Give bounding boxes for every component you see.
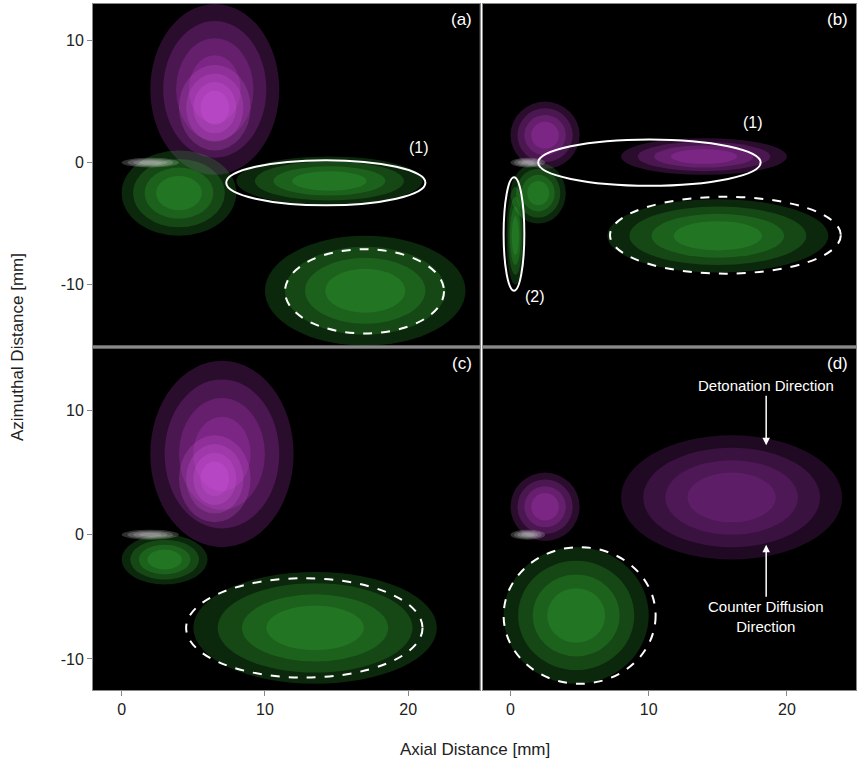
svg-text:20: 20 (399, 701, 417, 718)
svg-text:10: 10 (66, 402, 84, 419)
svg-text:-10: -10 (61, 651, 84, 668)
svg-text:(d): (d) (827, 354, 848, 373)
svg-text:Axial Distance [mm]: Axial Distance [mm] (400, 740, 550, 759)
svg-text:(1): (1) (743, 114, 763, 131)
svg-text:0: 0 (75, 526, 84, 543)
svg-text:-10: -10 (61, 276, 84, 293)
svg-text:10: 10 (256, 701, 274, 718)
svg-text:10: 10 (640, 701, 658, 718)
svg-text:(b): (b) (827, 10, 848, 29)
svg-text:(2): (2) (525, 288, 545, 305)
svg-text:Azimuthal Distance [mm]: Azimuthal Distance [mm] (8, 253, 27, 441)
svg-text:20: 20 (778, 701, 796, 718)
svg-text:(a): (a) (451, 10, 472, 29)
svg-text:Detonation Direction: Detonation Direction (698, 377, 834, 394)
svg-text:Counter DiffusionDirection: Counter DiffusionDirection (708, 598, 824, 635)
svg-text:0: 0 (117, 701, 126, 718)
svg-text:10: 10 (66, 32, 84, 49)
svg-text:(1): (1) (409, 139, 429, 156)
svg-text:(c): (c) (452, 354, 472, 373)
svg-text:0: 0 (506, 701, 515, 718)
svg-text:0: 0 (75, 154, 84, 171)
